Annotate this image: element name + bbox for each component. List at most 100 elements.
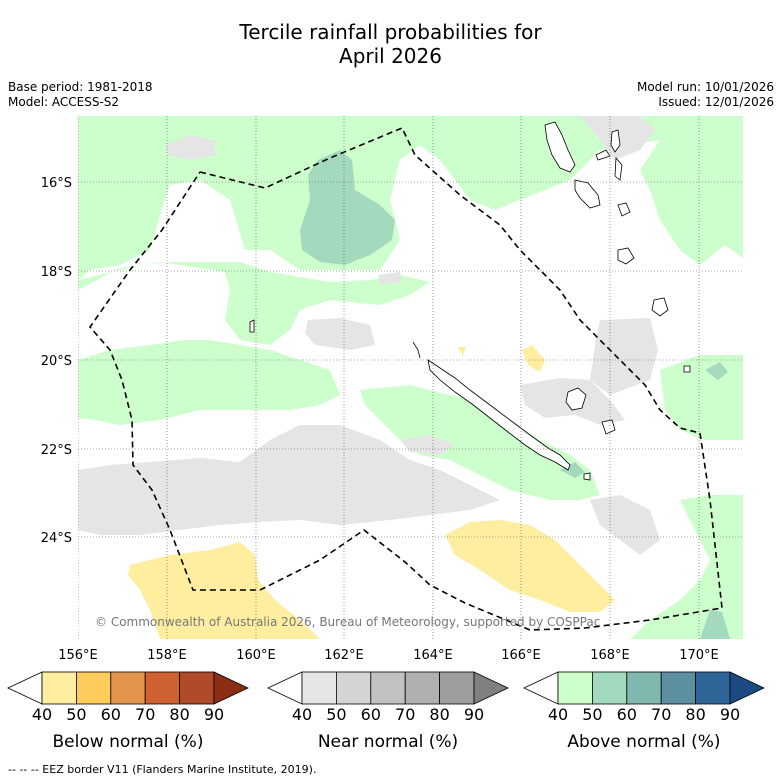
above-normal-region-west xyxy=(78,340,340,425)
model-run: Model run: 10/01/2026 xyxy=(636,80,774,94)
lon-tick-156e: 156°E xyxy=(58,648,98,663)
issued-date: Issued: 12/01/2026 xyxy=(658,95,774,109)
lon-tick-170e: 170°E xyxy=(679,648,719,663)
island-loyalty-1 xyxy=(565,387,587,411)
eez-border xyxy=(88,126,723,631)
colorbar-below-min-arrow xyxy=(7,671,43,705)
meta-left: Base period: 1981-2018 Model: ACCESS-S2 xyxy=(8,80,153,110)
map-title-line1: Tercile rainfall probabilities for xyxy=(239,20,542,44)
colorbar-near: 40 50 60 70 80 90 Near normal (%) xyxy=(267,671,509,752)
colorbar-above-segment xyxy=(592,671,628,705)
model-name: Model: ACCESS-S2 xyxy=(8,95,120,109)
island-matthew xyxy=(249,319,255,333)
below-normal-patch-small1 xyxy=(522,345,545,372)
lon-tick-160e: 160°E xyxy=(236,648,276,663)
colorbar-near-tick-label: 70 xyxy=(395,705,415,724)
colorbar-near-tick-label: 60 xyxy=(361,705,381,724)
above-normal-60-patch-se xyxy=(700,610,730,639)
colorbar-above-min-arrow xyxy=(523,671,559,705)
colorbar-near-segment xyxy=(301,671,337,705)
above-normal-60-patch-nc xyxy=(560,462,585,478)
lat-tick-16s: 16°S xyxy=(41,176,72,191)
near-normal-patch-small3 xyxy=(378,272,402,284)
island-espiritu-santo xyxy=(544,121,576,173)
colorbar-near-segment xyxy=(404,671,441,705)
near-normal-region-north xyxy=(165,135,215,160)
lat-tick-22s: 22°S xyxy=(41,443,72,458)
colorbar-near-max-arrow xyxy=(473,671,509,705)
island-tanna xyxy=(651,297,669,317)
colorbar-below-tick-label: 40 xyxy=(32,705,52,724)
colorbar-below-segment xyxy=(179,671,215,705)
above-normal-region-central xyxy=(360,385,600,500)
colorbar-above-title: Above normal (%) xyxy=(567,732,720,752)
lon-axis: 156°E 158°E 160°E 162°E 164°E 166°E 168°… xyxy=(58,648,719,663)
island-new-caledonia xyxy=(427,359,571,471)
colorbar-below-tick-label: 80 xyxy=(169,705,189,724)
eez-footnote: -- -- -- EEZ border V11 (Flanders Marine… xyxy=(8,763,317,776)
lon-tick-166e: 166°E xyxy=(501,648,541,663)
base-period: Base period: 1981-2018 xyxy=(8,80,153,94)
colorbar-above-tick-label: 60 xyxy=(617,705,637,724)
lon-tick-162e: 162°E xyxy=(324,648,364,663)
colorbar-below-max-arrow xyxy=(213,671,249,705)
copyright-notice: © Commonwealth of Australia 2026, Bureau… xyxy=(95,615,600,629)
island-loyalty-3 xyxy=(583,472,591,481)
above-normal-region-southeast xyxy=(630,495,743,639)
colorbar-near-tick-label: 80 xyxy=(429,705,449,724)
colorbar-near-tick-label: 90 xyxy=(464,705,484,724)
colorbar-above-segment xyxy=(557,671,593,705)
lon-tick-168e: 168°E xyxy=(590,648,630,663)
colorbar-above-tick-label: 90 xyxy=(720,705,740,724)
above-normal-region-north xyxy=(78,116,743,280)
colorbar-below-segment xyxy=(110,671,146,705)
island-maewo xyxy=(610,129,621,153)
colorbar-above-segment xyxy=(695,671,731,705)
colorbar-near-tick-label: 40 xyxy=(292,705,312,724)
island-belep xyxy=(412,341,421,359)
lat-tick-24s: 24°S xyxy=(41,531,72,546)
colorbar-below-segment xyxy=(41,671,77,705)
island-malakula xyxy=(574,179,601,209)
colorbar-near-tick-label: 50 xyxy=(326,705,346,724)
island-loyalty-2 xyxy=(601,419,616,435)
meta-right: Model run: 10/01/2026 Issued: 12/01/2026 xyxy=(637,80,774,110)
lat-axis: 16°S 18°S 20°S 22°S 24°S xyxy=(41,176,72,546)
above-normal-60-patch xyxy=(300,150,395,265)
above-normal-region-northwest xyxy=(78,262,430,345)
near-normal-patch-small1 xyxy=(192,490,212,515)
below-normal-region-south xyxy=(445,520,615,612)
near-normal-region-center-west xyxy=(305,318,375,350)
colorbar-above-tick-label: 80 xyxy=(685,705,705,724)
lon-tick-158e: 158°E xyxy=(147,648,187,663)
island-pentecost xyxy=(614,156,623,181)
colorbar-below-tick-label: 90 xyxy=(204,705,224,724)
near-normal-patch-small2 xyxy=(400,435,455,455)
colorbar-near-title: Near normal (%) xyxy=(318,732,458,752)
below-normal-patch-small2 xyxy=(458,347,466,356)
island-erromango xyxy=(617,247,635,265)
island-efate xyxy=(617,202,631,217)
above-normal-60-patch-small xyxy=(705,362,728,380)
island-anatom xyxy=(683,365,691,373)
colorbar-near-segment xyxy=(370,671,406,705)
near-normal-region-south xyxy=(78,425,500,535)
colorbar-below-tick-label: 70 xyxy=(135,705,155,724)
colorbar-near-min-arrow xyxy=(267,671,303,705)
colorbar-near-segment xyxy=(439,671,475,705)
lat-tick-18s: 18°S xyxy=(41,265,72,280)
colorbar-above-tick-label: 70 xyxy=(651,705,671,724)
colorbar-near-segment xyxy=(335,671,372,705)
colorbar-below-tick-label: 50 xyxy=(66,705,86,724)
lon-tick-164e: 164°E xyxy=(413,648,453,663)
colorbar-below-segment xyxy=(144,671,180,705)
colorbar-below-tick-label: 60 xyxy=(101,705,121,724)
map-title-line2: April 2026 xyxy=(339,44,442,68)
colorbar-above-segment xyxy=(626,671,662,705)
colorbar-below-segment xyxy=(76,671,112,705)
colorbar-below-title: Below normal (%) xyxy=(53,732,204,752)
colorbar-above-tick-label: 40 xyxy=(548,705,568,724)
colorbar-above-segment xyxy=(660,671,697,705)
